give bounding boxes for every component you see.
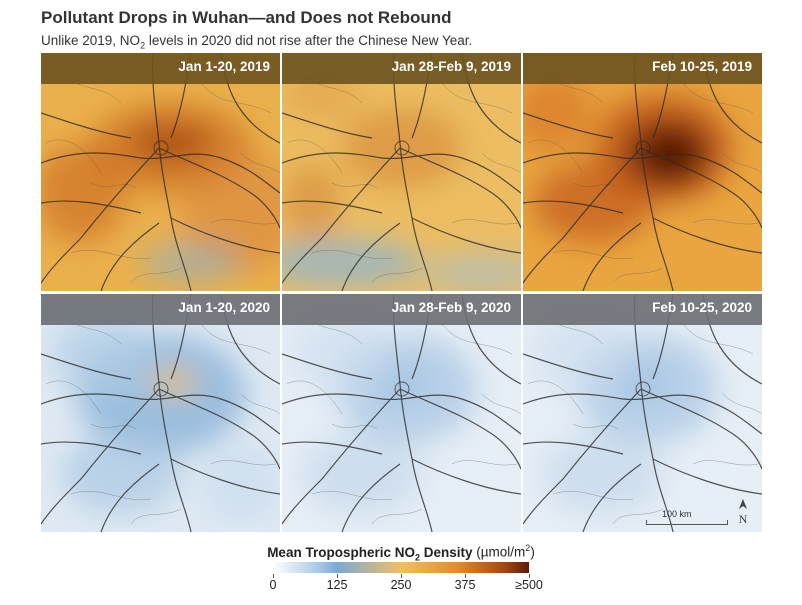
map-panel: Jan 1-20, 2019 (41, 53, 280, 291)
page-subtitle: Unlike 2019, NO2 levels in 2020 did not … (41, 33, 473, 51)
panel-header (282, 53, 521, 84)
no2-map (282, 53, 521, 291)
legend-tick-label: 375 (454, 578, 476, 592)
no2-map (282, 294, 521, 532)
north-arrow-icon: N (739, 499, 748, 526)
panel-date-label: Jan 28-Feb 9, 2019 (391, 59, 511, 74)
legend-title: Mean Tropospheric NO2 Density (µmol/m2) (267, 543, 535, 563)
legend-tick-mark (529, 574, 530, 578)
panel-date-label: Jan 1-20, 2019 (178, 59, 270, 74)
panel-date-label: Jan 28-Feb 9, 2020 (391, 300, 511, 315)
map-panel: Jan 1-20, 2020 (41, 294, 280, 532)
legend-tick-label: ≥500 (515, 578, 543, 592)
no2-map (41, 53, 280, 291)
scale-bar-label: 100 km (662, 509, 692, 519)
panel-header (523, 294, 762, 325)
svg-text:N: N (739, 512, 748, 526)
legend-tick-mark (273, 574, 274, 578)
panel-header (523, 53, 762, 84)
no2-map (41, 294, 280, 532)
panel-header (41, 294, 280, 325)
legend-tick-mark (401, 574, 402, 578)
no2-map (523, 294, 762, 532)
page-title: Pollutant Drops in Wuhan—and Does not Re… (41, 8, 452, 27)
legend-tick-label: 125 (326, 578, 348, 592)
legend-colorbar (273, 562, 529, 573)
no2-map (523, 53, 762, 291)
map-panel: Jan 28-Feb 9, 2020 (282, 294, 521, 532)
legend-tick-label: 0 (269, 578, 277, 592)
panel-date-label: Feb 10-25, 2020 (652, 300, 752, 315)
legend-tick-mark (465, 574, 466, 578)
panel-date-label: Feb 10-25, 2019 (652, 59, 752, 74)
panel-header (282, 294, 521, 325)
map-panel: Feb 10-25, 2019 (523, 53, 762, 291)
panel-date-label: Jan 1-20, 2020 (178, 300, 270, 315)
panel-header (41, 53, 280, 84)
scale-bar (646, 520, 728, 525)
map-panel: Feb 10-25, 2020 (523, 294, 762, 532)
map-panel: Jan 28-Feb 9, 2019 (282, 53, 521, 291)
legend-tick-mark (337, 574, 338, 578)
legend-tick-label: 250 (390, 578, 412, 592)
